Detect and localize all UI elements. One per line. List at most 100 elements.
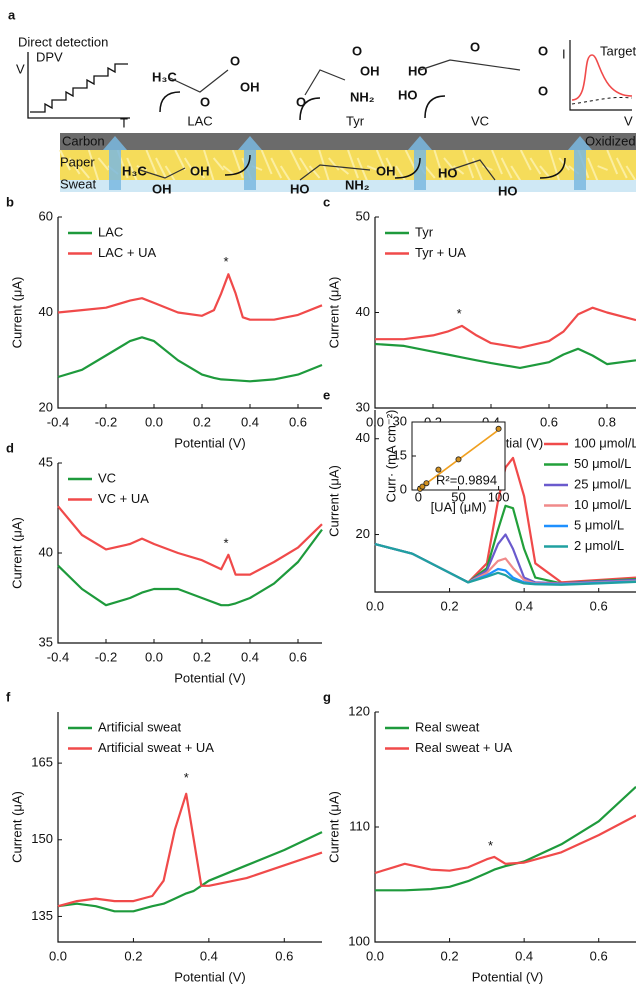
x-tick-label: 0.2 [441,948,459,963]
y-tick-label: 40 [356,430,370,445]
analyte-label: LAC [187,113,212,128]
y-axis-label: Current (μA) [9,277,24,349]
target-axis-x: V [624,113,633,128]
scatter-point [423,480,430,487]
reaction-arrow [224,154,251,176]
atom-label: OH [190,163,210,178]
panel-letter: c [323,194,330,209]
bond [139,167,186,179]
annotation: * [488,838,493,853]
legend-label: Tyr + UA [415,245,466,260]
atom-label: O [230,53,240,68]
paper-fiber [231,149,244,179]
panel-letter: d [6,440,14,455]
target-axes [569,40,632,111]
legend-label: VC [98,470,116,485]
x-tick-label: 0.4 [200,948,218,963]
paper-fiber [164,165,177,183]
paper-fiber [260,149,273,175]
paper-fiber [270,157,283,179]
layer-label: Sweat [60,176,97,191]
series-line [57,528,323,607]
paper-fiber [615,157,628,179]
x-axis-label: Potential (V) [174,969,246,984]
legend-label: VC + UA [98,491,149,506]
target-axis-y: I [562,46,566,61]
scatter-point [495,425,502,432]
x-tick-label: 0.2 [441,598,459,613]
atom-label: OH [376,163,396,178]
paper-fiber [126,157,139,183]
legend-label: Real sweat [415,719,480,734]
series-line [374,814,636,875]
series-line [375,306,636,349]
legend-label: 10 μmol/L [574,497,631,512]
legend-label: LAC + UA [98,245,156,260]
y-tick-label: 15 [393,447,407,462]
legend-label: Tyr [415,224,434,239]
y-tick-label: 165 [31,755,53,770]
x-tick-label: 0.0 [49,948,67,963]
paper-fiber [78,165,90,179]
series-line [57,336,323,383]
reaction-arrow [539,157,566,179]
paper-fiber [482,165,493,171]
layer-label: Paper [60,154,95,169]
x-tick-label: 0 [415,489,422,504]
y-tick-label: 30 [393,413,407,428]
x-tick-label: 0.2 [193,414,211,429]
atom-label: O [200,94,210,109]
paper-fiber [68,157,81,175]
legend-label: LAC [98,224,123,239]
paper-fiber [395,165,407,183]
paper-fiber [212,157,225,171]
x-tick-label: 0.6 [289,414,307,429]
panel-letter: e [323,387,330,402]
paper-fiber [203,149,215,183]
atom-label: O [538,43,548,58]
legend-label: Artificial sweat [98,719,181,734]
paper-fiber [404,149,417,171]
reaction-arrow [299,97,321,121]
x-tick-label: 0.6 [590,598,608,613]
y-tick-label: 20 [39,399,53,414]
atom-label: H₃C [152,69,177,84]
atom-label: HO [290,181,310,196]
paper-fiber [597,165,608,171]
x-tick-label: 0.0 [366,598,384,613]
x-tick-label: -0.2 [95,649,117,664]
schematic-title: Direct detection [18,34,108,49]
legend-label: 100 μmol/L [574,435,636,450]
paper-fiber [529,157,542,175]
atom-label: HO [408,63,428,78]
x-axis-label: Potential (V) [174,435,246,450]
y-tick-label: 30 [356,399,370,414]
y-axis-label: Current (μA) [9,517,24,589]
x-tick-label: 0.6 [289,649,307,664]
dpv-staircase [30,63,128,113]
x-tick-label: 0.4 [515,948,533,963]
sweat-arrow [568,136,592,190]
paper-fiber [289,149,302,171]
y-tick-label: 110 [349,818,370,833]
paper-fiber [519,149,532,171]
x-tick-label: -0.2 [95,414,117,429]
paper-fiber [155,157,167,179]
x-tick-label: 0.2 [124,948,142,963]
legend-label: 2 μmol/L [574,538,624,553]
paper-fiber [587,157,599,183]
y-axis-label: Current (μA) [326,277,341,349]
reaction-arrow [394,157,421,179]
target-label: Target [600,43,636,58]
layer-label: Carbon [62,133,105,148]
x-tick-label: 0.4 [241,649,259,664]
paper-fiber [433,149,446,183]
legend-label: Real sweat + UA [415,740,513,755]
y-tick-label: 40 [356,304,370,319]
y-tick-label: 135 [31,908,53,923]
paper-fiber [625,165,636,183]
paper-fiber [145,149,158,175]
x-axis-label: [UA] (μM) [431,499,487,514]
y-axis-label: Curr· (mA cm⁻²) [383,410,398,503]
